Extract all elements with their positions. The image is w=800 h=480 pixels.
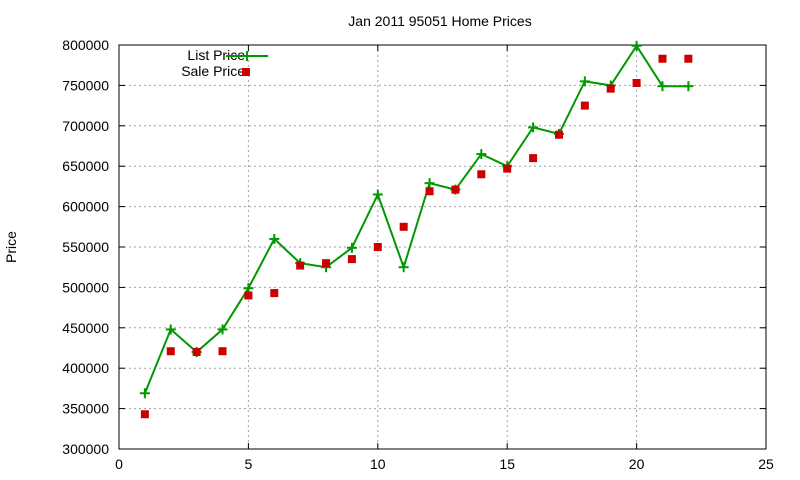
y-tick-label: 600000 [62,199,109,215]
sale-price-point [218,347,227,356]
x-tick-label: 20 [629,456,645,472]
y-tick-label: 750000 [62,77,109,93]
list-price-point [269,233,280,244]
sale-price-point [580,101,589,110]
list-price-point [346,242,357,253]
x-tick-label: 25 [758,456,774,472]
sale-price-point [140,410,149,419]
legend-label-list-price: List Price [187,47,245,63]
sale-price-point [684,54,693,63]
sale-price-point [451,185,460,194]
list-price-point [631,40,642,51]
x-tick-label: 15 [499,456,515,472]
y-tick-label: 500000 [62,279,109,295]
y-tick-label: 400000 [62,360,109,376]
sale-price-point [425,187,434,196]
sale-price-point [192,348,201,357]
sale-price-point [373,243,382,251]
sale-price-point [554,130,563,139]
list-price-point [528,122,539,133]
legend: List Price Sale Price [181,47,268,79]
list-price-point [683,81,694,92]
sale-price-point [606,84,615,93]
sale-price-point [399,222,408,231]
list-price-point [217,324,228,335]
sale-price-point [296,261,305,270]
y-tick-label: 550000 [62,239,109,255]
grid-lines [119,45,766,449]
sale-price-point [347,255,356,264]
x-tick-label: 0 [115,456,123,472]
y-tick-label: 650000 [62,158,109,174]
sale-price-point [166,347,175,356]
list-price-point [372,189,383,200]
legend-marker-sale-price [242,68,250,76]
sale-price-point [244,291,253,300]
y-tick-label: 300000 [62,441,109,457]
y-tick-label: 350000 [62,401,109,417]
y-tick-label: 700000 [62,118,109,134]
list-price-point [165,324,176,335]
list-price-point [657,81,668,92]
x-tick-label: 10 [370,456,386,472]
sale-price-point [632,78,641,87]
axes: 0 5 10 15 20 25 300000 350000 400000 450000 500000… [62,37,774,472]
series-line-list-price [143,43,689,394]
list-price-point [139,388,150,399]
chart-title: Jan 2011 95051 Home Prices [348,13,531,29]
plot-frame [118,44,767,450]
sale-price-point [658,54,667,63]
sale-price-point [477,170,486,179]
sale-price-point [529,154,538,163]
sale-price-point [270,289,279,298]
y-axis-label: Price [3,231,19,263]
sale-price-point [322,259,331,268]
y-tick-label: 450000 [62,320,109,336]
legend-label-sale-price: Sale Price [181,63,245,79]
y-tick-label: 800000 [62,37,109,53]
legend-marker-list-price [242,51,252,61]
series-layer [139,40,694,419]
list-price-point [424,178,435,189]
sale-price-point [503,164,512,173]
list-price-point [398,262,409,273]
list-price-point [476,149,487,160]
x-tick-label: 5 [245,456,253,472]
list-price-point [579,76,590,87]
